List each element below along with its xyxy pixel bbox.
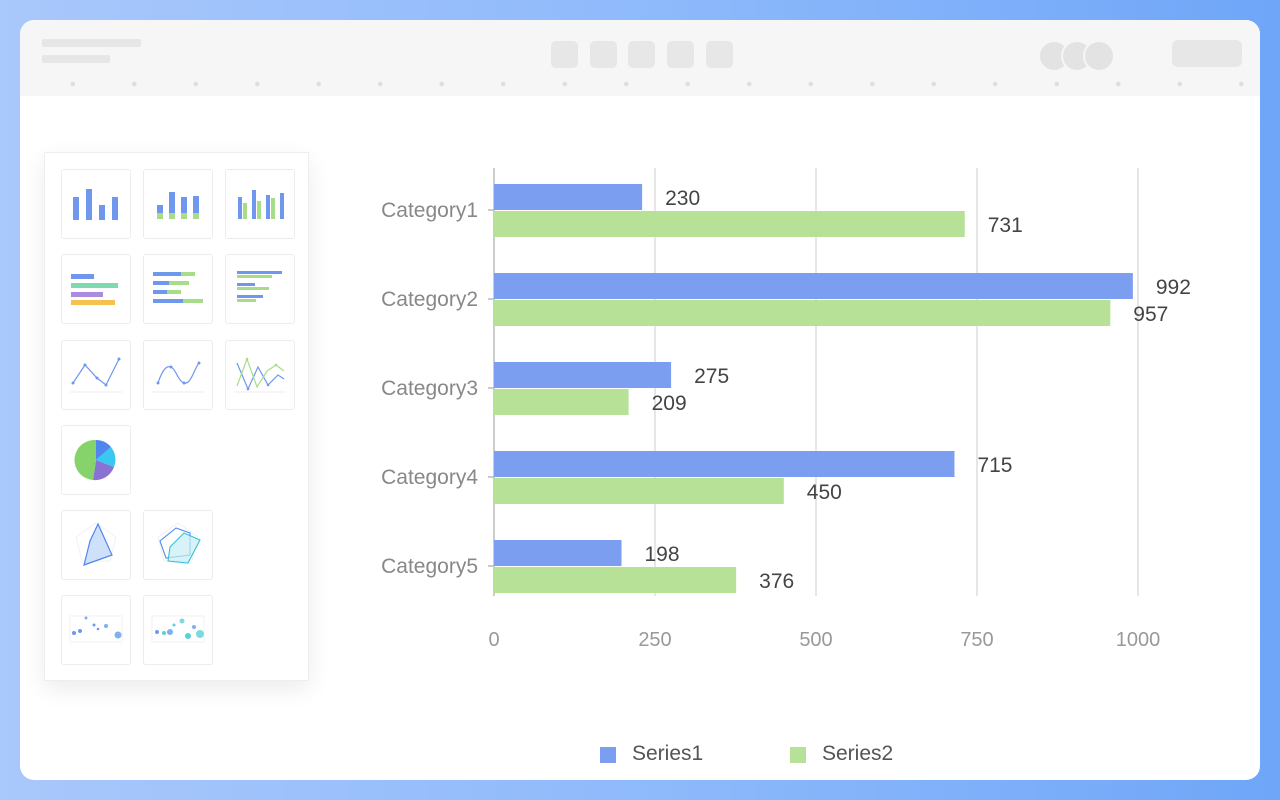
scatter-chart-icon[interactable] (61, 595, 131, 665)
toolbar-button-1[interactable] (551, 41, 578, 68)
data-label: 230 (665, 187, 700, 210)
category-label: Category1 (381, 199, 478, 222)
category-label: Category2 (381, 288, 478, 311)
bar-series2 (494, 567, 737, 593)
line-chart-icon[interactable] (61, 340, 131, 410)
bar-chart-icon[interactable] (61, 169, 131, 239)
stacked-horizontal-bar-chart-icon[interactable] (143, 254, 213, 324)
x-tick-label: 500 (799, 629, 832, 651)
bar-series1 (494, 184, 643, 210)
x-tick-label: 750 (960, 629, 993, 651)
bar-series1 (494, 540, 622, 566)
data-label: 275 (694, 365, 729, 388)
category-label: Category5 (381, 555, 478, 578)
multi-radar-chart-icon[interactable] (143, 510, 213, 580)
data-label: 209 (652, 392, 687, 415)
toolbar-button-2[interactable] (590, 41, 617, 68)
data-label: 450 (807, 481, 842, 504)
x-tick-label: 250 (638, 629, 671, 651)
data-label: 376 (759, 570, 794, 593)
data-label: 957 (1133, 303, 1168, 326)
grouped-horizontal-bar-chart-icon[interactable] (225, 254, 295, 324)
legend-swatch-series1 (600, 747, 616, 763)
horizontal-bar-chart: 0 250 500 750 1000 Category1 230 731 Category2 99… (381, 168, 1191, 651)
legend-label-series1: Series1 (632, 742, 704, 765)
bubble-chart-icon[interactable] (143, 595, 213, 665)
data-label: 198 (645, 543, 680, 566)
data-label: 715 (977, 454, 1012, 477)
category-label: Category4 (381, 466, 478, 489)
legend-swatch-series2 (790, 747, 806, 763)
x-tick-label: 1000 (1116, 629, 1161, 651)
x-tick-label: 0 (488, 629, 499, 651)
data-label: 731 (988, 214, 1023, 237)
toolbar (20, 20, 1260, 96)
pie-chart-icon[interactable] (61, 425, 131, 495)
legend-label-series2: Series2 (822, 742, 894, 765)
bar-series2 (494, 389, 629, 415)
chart-type-panel (44, 152, 309, 681)
bar-series2 (494, 300, 1111, 326)
smooth-line-chart-icon[interactable] (143, 340, 213, 410)
bar-series1 (494, 451, 955, 477)
stacked-bar-chart-icon[interactable] (143, 169, 213, 239)
toolbar-button-4[interactable] (667, 41, 694, 68)
category-label: Category3 (381, 377, 478, 400)
horizontal-bar-chart-icon[interactable] (61, 254, 131, 324)
data-label: 992 (1156, 276, 1191, 299)
multi-line-chart-icon[interactable] (225, 340, 295, 410)
app-window: 0 250 500 750 1000 Category1 230 731 Category2 99… (20, 20, 1260, 780)
grouped-bar-chart-icon[interactable] (225, 169, 295, 239)
toolbar-button-5[interactable] (706, 41, 733, 68)
bar-series1 (494, 273, 1133, 299)
toolbar-dots (20, 78, 1260, 90)
window-subtitle-placeholder (42, 55, 110, 63)
avatar[interactable] (1083, 40, 1115, 72)
bar-series2 (494, 478, 784, 504)
bar-series2 (494, 211, 965, 237)
toolbar-action-button[interactable] (1172, 40, 1242, 67)
window-title-placeholder (42, 39, 141, 47)
radar-chart-icon[interactable] (61, 510, 131, 580)
toolbar-button-3[interactable] (628, 41, 655, 68)
bar-series1 (494, 362, 672, 388)
